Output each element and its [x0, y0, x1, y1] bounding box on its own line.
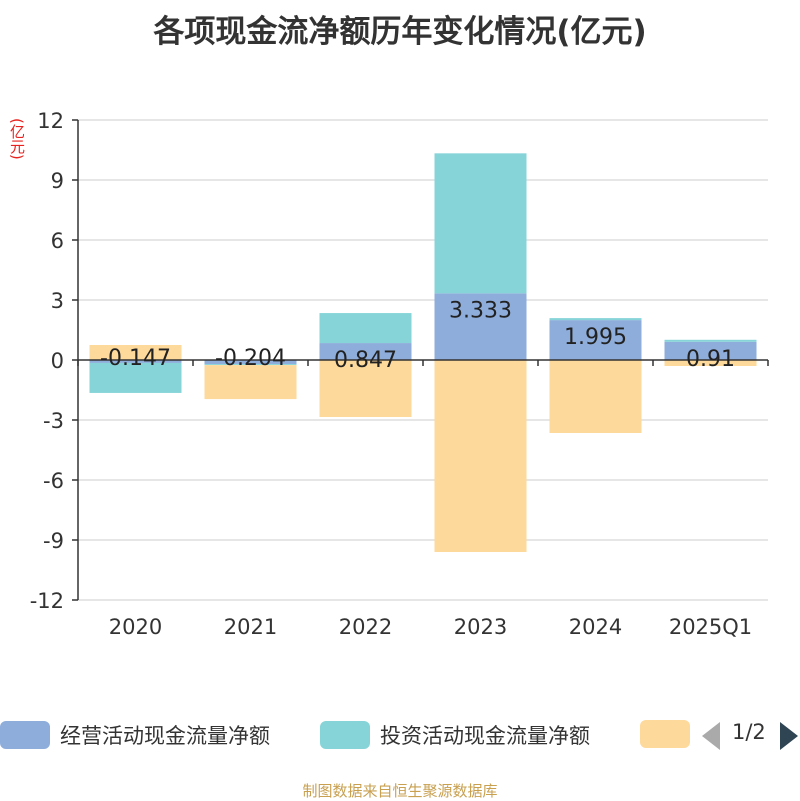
y-tick-label: -9	[43, 529, 64, 553]
bar-segment-s2-2020	[89, 345, 182, 360]
legend-swatch-financing	[640, 720, 690, 748]
legend-label-investing: 投资活动现金流量净额	[380, 724, 590, 748]
data-label-2022: 0.847	[334, 348, 397, 373]
x-tick-label: 2021	[224, 615, 277, 639]
legend-label-operating: 经营活动现金流量净额	[60, 724, 270, 748]
bar-segment-s2-2025Q1	[664, 360, 757, 366]
legend: 经营活动现金流量净额 投资活动现金流量净额	[0, 714, 800, 758]
data-label-2024: 1.995	[564, 325, 627, 350]
data-label-2023: 3.333	[449, 298, 512, 323]
x-tick-label: 2022	[339, 615, 392, 639]
bar-segment-s0-2022	[319, 343, 412, 360]
y-tick-label: 3	[51, 289, 64, 313]
bar-segment-s0-2025Q1	[664, 341, 757, 360]
bar-segment-s2-2024	[549, 360, 642, 433]
y-tick-label: -3	[43, 409, 64, 433]
y-tick-label: 12	[37, 109, 64, 133]
bar-segment-s0-2023	[434, 293, 527, 360]
legend-next-arrow-icon[interactable]	[780, 722, 798, 750]
bar-segment-s1-2024	[549, 318, 642, 321]
y-tick-label: 9	[51, 169, 64, 193]
legend-item-financing[interactable]	[640, 720, 690, 748]
bar-segment-s0-2020	[89, 360, 182, 363]
y-tick-label: -12	[30, 589, 64, 613]
legend-page-indicator: 1/2	[732, 720, 766, 744]
bar-segment-s1-2022	[319, 313, 412, 344]
y-tick-label: 6	[51, 229, 64, 253]
bar-segment-s2-2023	[434, 360, 527, 552]
y-tick-label: -6	[43, 469, 64, 493]
bar-segment-s1-2021	[204, 364, 297, 366]
legend-prev-arrow-icon[interactable]	[702, 722, 720, 750]
chart-title: 各项现金流净额历年变化情况(亿元)	[153, 14, 647, 50]
source-footer: 制图数据来自恒生聚源数据库	[302, 782, 498, 800]
y-tick-label: 0	[51, 349, 64, 373]
data-label-2025Q1: 0.91	[686, 347, 735, 372]
y-axis-unit-label: (亿元)	[8, 118, 26, 160]
bar-segment-s1-2025Q1	[664, 339, 757, 342]
bar-segment-s0-2021	[204, 360, 297, 365]
legend-item-operating[interactable]: 经营活动现金流量净额	[0, 720, 270, 750]
data-label-2021: -0.204	[215, 346, 286, 371]
legend-swatch-investing	[320, 721, 370, 749]
bar-segment-s2-2021	[204, 365, 297, 400]
legend-pager: 1/2	[700, 720, 800, 752]
legend-swatch-operating	[0, 721, 50, 749]
legend-item-investing[interactable]: 投资活动现金流量净额	[320, 720, 590, 750]
bar-segment-s1-2023	[434, 153, 527, 294]
plot-area: 12 9 6 3 0 -3 -6 -9 -12 -0.147 -0.204 0.847 3.333 1.9…	[30, 109, 769, 639]
data-label-2020: -0.147	[100, 346, 171, 371]
bar-segment-s2-2022	[319, 360, 412, 417]
x-tick-label: 2020	[109, 615, 162, 639]
bar-segment-s1-2020	[89, 362, 182, 393]
bar-segment-s0-2024	[549, 320, 642, 360]
x-tick-label: 2023	[454, 615, 507, 639]
x-tick-label: 2024	[569, 615, 622, 639]
x-tick-label: 2025Q1	[669, 615, 752, 639]
